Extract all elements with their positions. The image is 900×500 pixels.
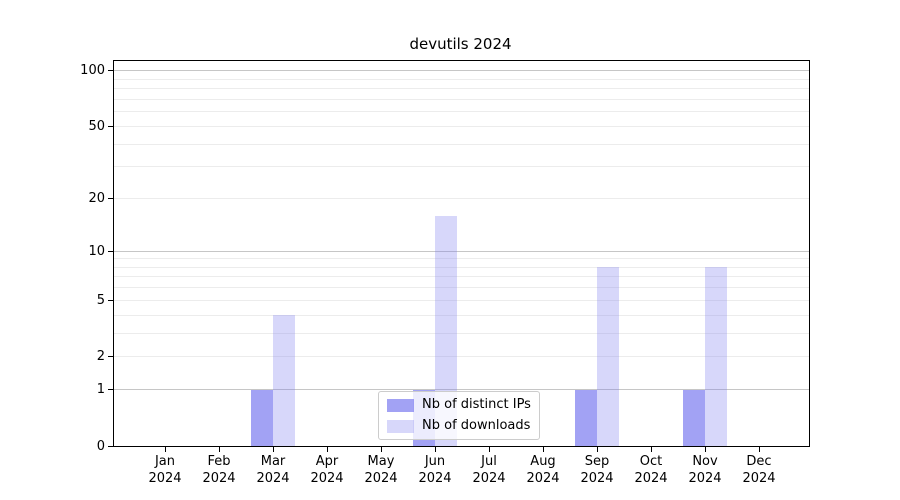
bar-mar-nb-of-distinct-ips bbox=[251, 389, 273, 446]
x-axis-tick-oct bbox=[650, 447, 652, 452]
legend-label-nb-of-distinct-ips: Nb of distinct IPs bbox=[422, 397, 531, 412]
legend-entry-nb-of-downloads: Nb of downloads bbox=[387, 418, 531, 434]
gridline-minor-6 bbox=[114, 287, 809, 289]
bar-nov-nb-of-downloads bbox=[705, 267, 727, 446]
gridline-minor-8 bbox=[114, 266, 809, 268]
x-axis-tick-label-nov: Nov 2024 bbox=[688, 454, 722, 486]
x-axis-tick-mar bbox=[272, 447, 274, 452]
bar-sep-nb-of-downloads bbox=[597, 267, 619, 446]
gridline-minor-4 bbox=[114, 314, 809, 316]
y-axis-tick-2 bbox=[108, 356, 113, 358]
bar-mar-nb-of-downloads bbox=[273, 315, 295, 446]
y-axis-tick-label-2: 2 bbox=[96, 349, 105, 365]
plot-area bbox=[113, 60, 810, 447]
gridline-minor-20 bbox=[114, 198, 809, 199]
y-axis-tick-label-5: 5 bbox=[96, 292, 105, 308]
legend-swatch-nb-of-distinct-ips bbox=[387, 398, 414, 412]
x-axis-tick-label-aug: Aug 2024 bbox=[526, 454, 560, 486]
y-axis-tick-50 bbox=[108, 125, 113, 127]
x-axis-tick-jan bbox=[164, 447, 166, 452]
x-axis-tick-nov bbox=[704, 447, 706, 452]
gridline-major-10 bbox=[114, 250, 809, 252]
x-axis-tick-label-apr: Apr 2024 bbox=[310, 454, 344, 486]
x-axis-tick-label-may: May 2024 bbox=[364, 454, 398, 486]
gridline-major-100 bbox=[114, 70, 809, 72]
bar-sep-nb-of-distinct-ips bbox=[575, 389, 597, 446]
legend-label-nb-of-downloads: Nb of downloads bbox=[422, 418, 531, 433]
bar-jun-nb-of-downloads bbox=[435, 215, 457, 446]
gridline-minor-90 bbox=[114, 78, 809, 80]
gridline-minor-50 bbox=[114, 125, 809, 127]
x-axis-tick-label-jan: Jan 2024 bbox=[148, 454, 182, 486]
x-axis-tick-aug bbox=[542, 447, 544, 452]
x-axis-tick-may bbox=[380, 447, 382, 452]
gridline-minor-30 bbox=[114, 166, 809, 168]
y-axis-tick-0 bbox=[108, 445, 113, 447]
bar-nov-nb-of-distinct-ips bbox=[683, 389, 705, 446]
x-axis-tick-label-oct: Oct 2024 bbox=[634, 454, 668, 486]
x-axis-tick-feb bbox=[218, 447, 220, 452]
x-axis-tick-sep bbox=[596, 447, 598, 452]
y-axis-tick-1 bbox=[108, 389, 113, 391]
y-axis-tick-5 bbox=[108, 299, 113, 301]
gridline-minor-9 bbox=[114, 258, 809, 260]
y-axis-tick-label-1: 1 bbox=[96, 382, 105, 398]
gridline-minor-2 bbox=[114, 356, 809, 358]
y-axis-tick-100 bbox=[108, 70, 113, 72]
y-axis-tick-label-100: 100 bbox=[80, 63, 105, 79]
y-axis-tick-label-50: 50 bbox=[88, 118, 105, 134]
gridline-minor-40 bbox=[114, 143, 809, 145]
x-axis-tick-label-mar: Mar 2024 bbox=[256, 454, 290, 486]
gridline-minor-60 bbox=[114, 111, 809, 113]
x-axis-tick-label-jun: Jun 2024 bbox=[418, 454, 452, 486]
legend-entry-nb-of-distinct-ips: Nb of distinct IPs bbox=[387, 397, 531, 413]
y-axis-tick-10 bbox=[108, 250, 113, 252]
y-axis-tick-label-20: 20 bbox=[88, 191, 105, 206]
x-axis-tick-label-dec: Dec 2024 bbox=[742, 454, 776, 486]
legend: Nb of distinct IPs Nb of downloads bbox=[378, 391, 540, 440]
gridline-major-1 bbox=[114, 389, 809, 391]
gridline-minor-3 bbox=[114, 332, 809, 334]
gridline-minor-5 bbox=[114, 299, 809, 301]
x-axis-tick-apr bbox=[326, 447, 328, 452]
gridline-minor-70 bbox=[114, 98, 809, 100]
x-axis-tick-label-sep: Sep 2024 bbox=[580, 454, 614, 486]
x-axis-tick-label-feb: Feb 2024 bbox=[202, 454, 236, 486]
x-axis-tick-label-jul: Jul 2024 bbox=[472, 454, 506, 486]
legend-swatch-nb-of-downloads bbox=[387, 419, 414, 433]
x-axis-tick-jul bbox=[488, 447, 490, 452]
y-axis-tick-20 bbox=[108, 198, 113, 199]
y-axis-tick-label-0: 0 bbox=[96, 438, 105, 454]
chart-title: devutils 2024 bbox=[409, 35, 512, 53]
gridline-minor-7 bbox=[114, 276, 809, 278]
x-axis-tick-dec bbox=[758, 447, 760, 452]
x-axis-tick-jun bbox=[434, 447, 436, 452]
y-axis-tick-label-10: 10 bbox=[88, 243, 105, 259]
gridline-minor-80 bbox=[114, 88, 809, 90]
